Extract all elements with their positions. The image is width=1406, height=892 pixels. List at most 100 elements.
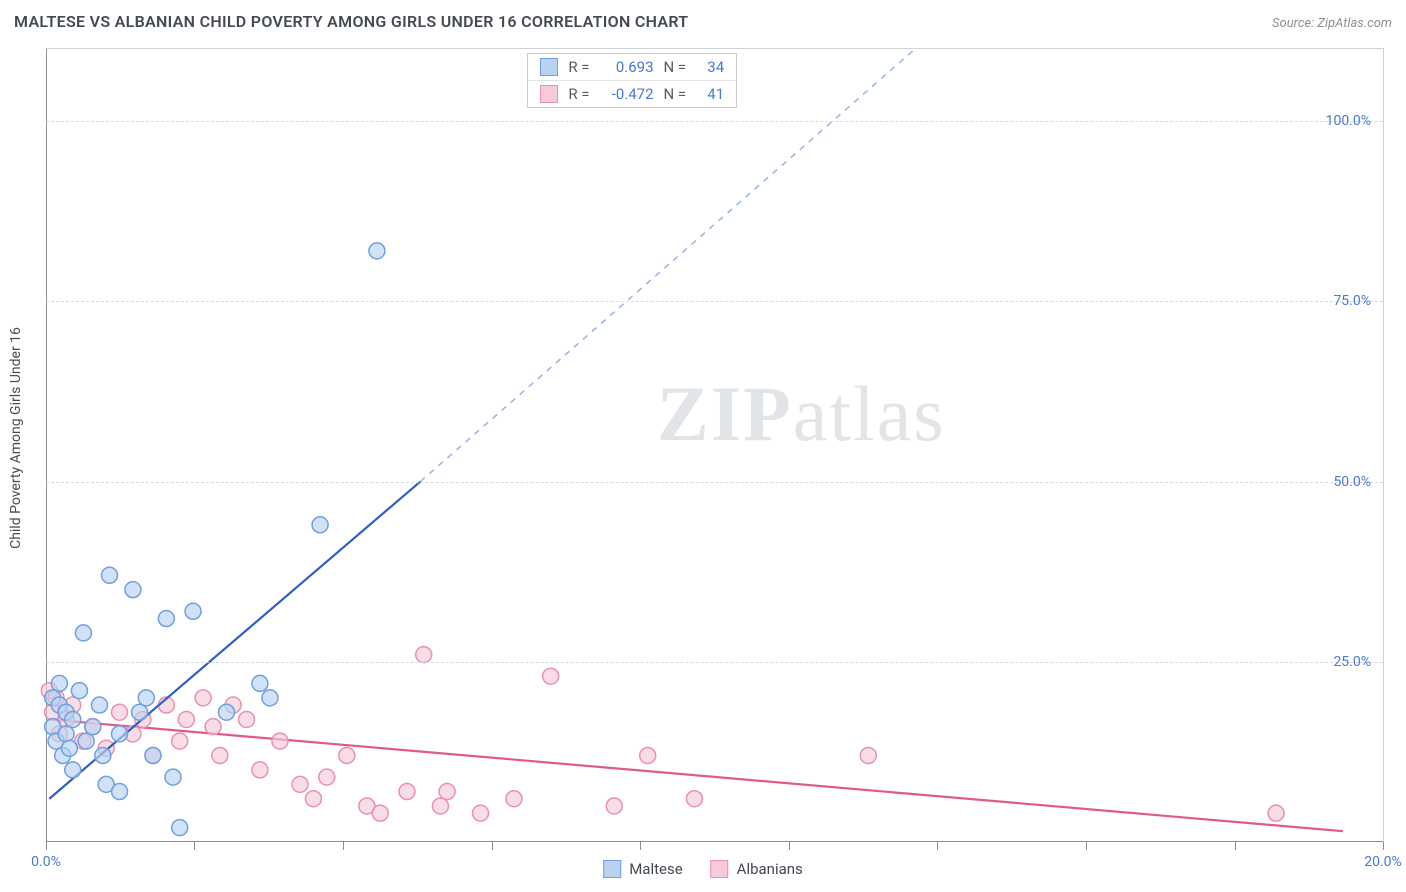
y-tick-label: 25.0% bbox=[1333, 654, 1371, 670]
data-point bbox=[95, 747, 111, 763]
data-point bbox=[543, 668, 559, 684]
data-point bbox=[416, 647, 432, 663]
y-axis-label: Child Poverty Among Girls Under 16 bbox=[8, 288, 24, 588]
n-label: N = bbox=[664, 85, 687, 103]
legend-item-albanians: Albanians bbox=[711, 860, 803, 878]
data-point bbox=[399, 784, 415, 800]
data-point bbox=[205, 719, 221, 735]
legend-swatch-maltese bbox=[603, 860, 621, 878]
x-tick bbox=[343, 842, 344, 850]
data-point bbox=[252, 762, 268, 778]
data-point bbox=[165, 769, 181, 785]
x-tick bbox=[640, 842, 641, 850]
plot-area: ZIPatlas R = 0.693 N = 34 R = -0.472 N =… bbox=[46, 48, 1384, 842]
grid-line bbox=[46, 482, 1383, 483]
x-tick bbox=[937, 842, 938, 850]
data-point bbox=[158, 611, 174, 627]
data-point bbox=[185, 603, 201, 619]
data-point bbox=[78, 733, 94, 749]
data-point bbox=[218, 704, 234, 720]
x-tick bbox=[1383, 842, 1384, 850]
x-tick bbox=[1235, 842, 1236, 850]
legend-item-maltese: Maltese bbox=[603, 860, 682, 878]
data-point bbox=[75, 625, 91, 641]
data-point bbox=[58, 726, 74, 742]
y-tick-label: 75.0% bbox=[1333, 293, 1371, 309]
y-tick-label: 100.0% bbox=[1326, 113, 1371, 129]
y-tick-label: 50.0% bbox=[1333, 474, 1371, 490]
legend-swatch-albanians bbox=[711, 860, 729, 878]
data-point bbox=[473, 805, 489, 821]
n-label: N = bbox=[664, 58, 687, 76]
data-point bbox=[65, 762, 81, 778]
trend-line-extrapolated bbox=[420, 49, 915, 482]
data-point bbox=[178, 711, 194, 727]
data-point bbox=[65, 711, 81, 727]
r-value-maltese: 0.693 bbox=[600, 58, 654, 76]
plot-svg bbox=[46, 49, 1383, 842]
data-point bbox=[132, 704, 148, 720]
data-point bbox=[262, 690, 278, 706]
data-point bbox=[606, 798, 622, 814]
data-point bbox=[145, 747, 161, 763]
data-point bbox=[71, 683, 87, 699]
data-point bbox=[85, 719, 101, 735]
x-tick bbox=[46, 842, 47, 850]
x-tick bbox=[789, 842, 790, 850]
data-point bbox=[312, 517, 328, 533]
data-point bbox=[319, 769, 335, 785]
x-tick-label: 0.0% bbox=[31, 854, 61, 870]
r-label: R = bbox=[568, 58, 589, 76]
data-point bbox=[860, 747, 876, 763]
grid-line bbox=[46, 301, 1383, 302]
plot-frame: ZIPatlas R = 0.693 N = 34 R = -0.472 N =… bbox=[46, 48, 1384, 842]
grid-line bbox=[46, 121, 1383, 122]
data-point bbox=[91, 697, 107, 713]
data-point bbox=[305, 791, 321, 807]
stats-row-albanians: R = -0.472 N = 41 bbox=[528, 80, 736, 107]
data-point bbox=[292, 776, 308, 792]
x-tick-label: 20.0% bbox=[1364, 854, 1402, 870]
trend-line bbox=[49, 719, 1343, 831]
data-point bbox=[195, 690, 211, 706]
swatch-maltese bbox=[540, 58, 558, 76]
data-point bbox=[1268, 805, 1284, 821]
data-point bbox=[272, 733, 288, 749]
data-point bbox=[172, 733, 188, 749]
x-tick bbox=[1086, 842, 1087, 850]
data-point bbox=[432, 798, 448, 814]
swatch-albanians bbox=[540, 85, 558, 103]
data-point bbox=[112, 704, 128, 720]
data-point bbox=[640, 747, 656, 763]
data-point bbox=[138, 690, 154, 706]
chart-title: MALTESE VS ALBANIAN CHILD POVERTY AMONG … bbox=[14, 12, 688, 31]
data-point bbox=[112, 726, 128, 742]
data-point bbox=[125, 582, 141, 598]
data-point bbox=[372, 805, 388, 821]
stats-box: R = 0.693 N = 34 R = -0.472 N = 41 bbox=[527, 53, 737, 108]
data-point bbox=[61, 740, 77, 756]
x-tick bbox=[194, 842, 195, 850]
data-point bbox=[439, 784, 455, 800]
legend-label-maltese: Maltese bbox=[629, 860, 682, 878]
data-point bbox=[252, 675, 268, 691]
title-bar: MALTESE VS ALBANIAN CHILD POVERTY AMONG … bbox=[14, 12, 1392, 31]
n-value-maltese: 34 bbox=[696, 58, 724, 76]
r-value-albanians: -0.472 bbox=[600, 85, 654, 103]
r-label: R = bbox=[568, 85, 589, 103]
data-point bbox=[339, 747, 355, 763]
data-point bbox=[686, 791, 702, 807]
data-point bbox=[172, 820, 188, 836]
data-point bbox=[102, 567, 118, 583]
bottom-legend: Maltese Albanians bbox=[603, 860, 803, 878]
legend-label-albanians: Albanians bbox=[737, 860, 803, 878]
data-point bbox=[212, 747, 228, 763]
data-point bbox=[506, 791, 522, 807]
n-value-albanians: 41 bbox=[696, 85, 724, 103]
source-attribution: Source: ZipAtlas.com bbox=[1272, 16, 1392, 31]
grid-line bbox=[46, 662, 1383, 663]
x-tick bbox=[492, 842, 493, 850]
stats-row-maltese: R = 0.693 N = 34 bbox=[528, 54, 736, 80]
data-point bbox=[51, 675, 67, 691]
data-point bbox=[112, 784, 128, 800]
